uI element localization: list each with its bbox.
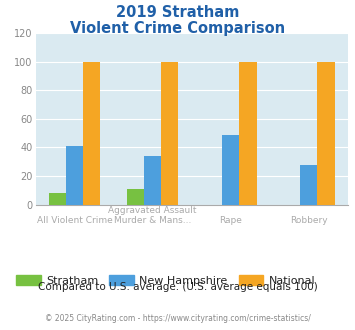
Text: Murder & Mans...: Murder & Mans...: [114, 216, 191, 225]
Bar: [144, 156, 161, 205]
Bar: [161, 62, 179, 205]
Text: 2019 Stratham: 2019 Stratham: [116, 5, 239, 20]
Text: Violent Crime Comparison: Violent Crime Comparison: [70, 21, 285, 36]
Bar: [127, 189, 144, 205]
Text: Compared to U.S. average. (U.S. average equals 100): Compared to U.S. average. (U.S. average …: [38, 282, 317, 292]
Text: © 2025 CityRating.com - https://www.cityrating.com/crime-statistics/: © 2025 CityRating.com - https://www.city…: [45, 314, 310, 323]
Text: Rape: Rape: [219, 216, 242, 225]
Legend: Stratham, New Hampshire, National: Stratham, New Hampshire, National: [16, 275, 315, 286]
Bar: [49, 193, 66, 205]
Bar: [222, 135, 239, 205]
Text: Robbery: Robbery: [290, 216, 328, 225]
Bar: [317, 62, 335, 205]
Bar: [239, 62, 257, 205]
Text: All Violent Crime: All Violent Crime: [37, 216, 113, 225]
Bar: [300, 165, 317, 205]
Text: Aggravated Assault: Aggravated Assault: [108, 206, 197, 215]
Bar: [83, 62, 100, 205]
Bar: [66, 146, 83, 205]
